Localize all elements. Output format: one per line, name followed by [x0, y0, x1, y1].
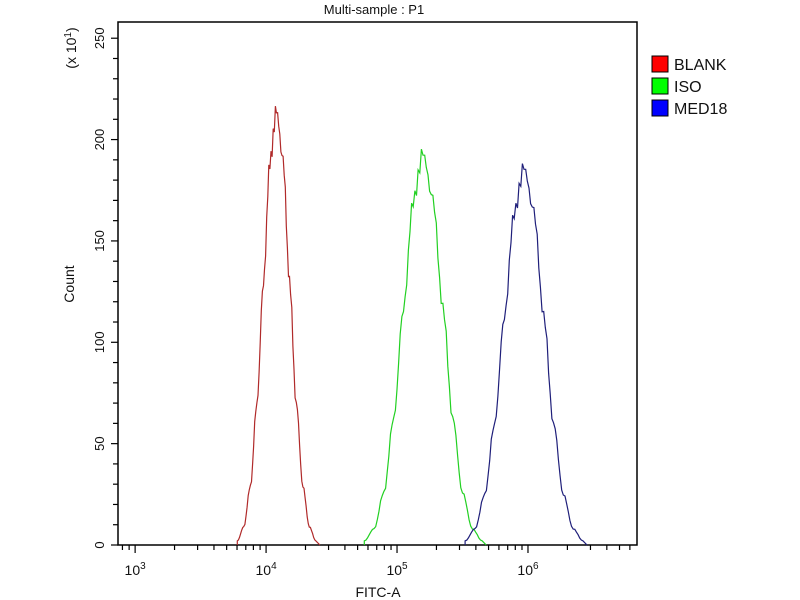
legend-label: MED18	[674, 101, 727, 118]
legend: BLANK ISO MED18	[651, 55, 727, 118]
y-tick-label: 100	[92, 331, 107, 353]
y-tick-label: 150	[92, 230, 107, 252]
legend-swatch-iso	[651, 77, 669, 95]
plot-frame	[117, 21, 638, 546]
y-tick-label: 0	[92, 541, 107, 548]
x-axis-label: FITC-A	[355, 584, 401, 600]
x-tick-label: 105	[386, 561, 408, 578]
x-tick-label: 103	[125, 561, 147, 578]
x-tick-label: 106	[517, 561, 539, 578]
y-tick-label: 250	[92, 27, 107, 49]
y-axis-label: Count	[61, 265, 77, 302]
series-line-med18	[464, 163, 588, 546]
y-tick-label: 50	[92, 436, 107, 450]
y-tick-label: 200	[92, 129, 107, 151]
series-line-blank	[236, 106, 321, 546]
y-multiplier-label: (x 101)	[63, 27, 79, 68]
legend-label: BLANK	[674, 57, 727, 74]
legend-swatch-blank	[651, 55, 669, 73]
legend-swatch-med18	[651, 99, 669, 117]
x-tick-label: 104	[256, 561, 278, 578]
series-line-iso	[363, 149, 487, 546]
chart-title: Multi-sample : P1	[324, 2, 424, 17]
legend-label: ISO	[674, 79, 702, 96]
